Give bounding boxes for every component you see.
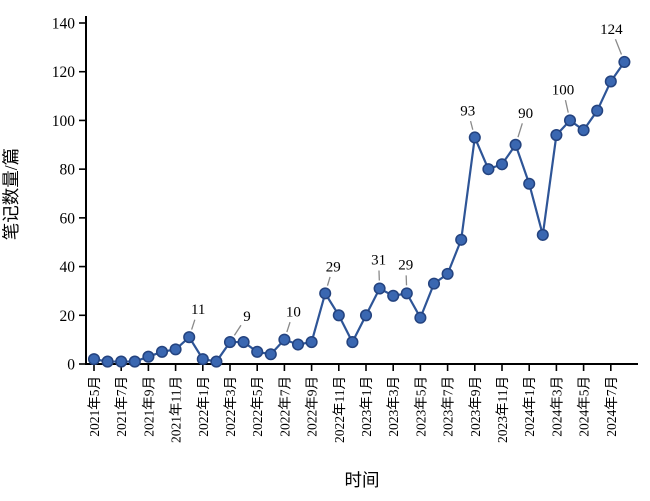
annotation-label: 9 xyxy=(243,309,251,325)
y-tick-label: 120 xyxy=(52,64,76,81)
data-line xyxy=(93,61,626,363)
data-point xyxy=(291,338,305,351)
data-point xyxy=(550,128,563,142)
x-tick-label: 2024年7月 xyxy=(604,376,619,437)
annotation-label: 29 xyxy=(326,259,341,275)
x-tick-label: 2021年11月 xyxy=(169,376,184,443)
x-tick-label: 2023年5月 xyxy=(413,376,428,437)
x-tick-label: 2024年1月 xyxy=(522,376,537,437)
data-point xyxy=(332,309,345,322)
data-point xyxy=(468,131,481,144)
data-point xyxy=(427,277,441,290)
data-point xyxy=(441,267,454,280)
y-tick-label: 40 xyxy=(60,259,76,276)
annotation-leader xyxy=(564,100,569,113)
y-axis-title: 笔记数量/篇 xyxy=(1,148,21,240)
data-point xyxy=(482,163,495,176)
x-tick-label: 2021年7月 xyxy=(114,376,129,437)
data-point xyxy=(237,336,250,349)
y-tick-label: 100 xyxy=(52,113,76,130)
annotation-label: 124 xyxy=(600,22,623,38)
annotation-leader xyxy=(614,38,623,55)
annotation-leader xyxy=(233,324,242,336)
data-point xyxy=(128,355,141,368)
y-tick-label: 20 xyxy=(60,308,76,325)
data-point xyxy=(264,348,277,361)
data-point xyxy=(618,55,631,69)
x-tick-label: 2022年9月 xyxy=(305,376,320,437)
data-point xyxy=(536,228,549,241)
x-tick-label: 2024年5月 xyxy=(577,376,592,437)
annotation-leader xyxy=(191,319,196,330)
x-axis-title: 时间 xyxy=(345,470,380,490)
data-point xyxy=(183,331,196,344)
data-point xyxy=(455,233,468,246)
data-point xyxy=(387,289,400,302)
data-point xyxy=(604,75,617,88)
annotation-label: 100 xyxy=(552,82,575,98)
data-point xyxy=(319,287,332,300)
data-point xyxy=(400,287,413,300)
data-point xyxy=(577,124,590,137)
chart-generated-layer: 0 20 40 60 80 100 120 140 2021年5月 2021年7月 2021年9月 2… xyxy=(52,16,638,443)
annotation-label: 10 xyxy=(286,305,301,321)
x-tick-label: 2021年5月 xyxy=(87,376,102,437)
annotation-label: 90 xyxy=(518,106,533,122)
data-point xyxy=(251,345,264,358)
data-point xyxy=(87,353,101,366)
x-tick-label: 2023年7月 xyxy=(441,376,456,437)
data-point xyxy=(509,138,522,151)
data-point xyxy=(115,355,128,368)
data-point xyxy=(155,345,169,358)
annotation-label: 29 xyxy=(398,257,413,273)
data-point xyxy=(278,333,291,346)
data-point xyxy=(169,343,182,356)
data-point xyxy=(591,104,604,117)
data-point xyxy=(223,336,237,349)
data-point xyxy=(373,282,386,295)
x-tick-label: 2022年5月 xyxy=(250,376,265,437)
data-point xyxy=(359,309,373,322)
x-tick-label: 2023年3月 xyxy=(386,376,401,437)
x-tick-label: 2023年9月 xyxy=(468,376,483,437)
data-point xyxy=(414,311,427,324)
x-tick-label: 2023年1月 xyxy=(359,376,374,437)
data-point xyxy=(142,350,155,363)
y-tick-label: 60 xyxy=(60,210,76,227)
annotation-leader xyxy=(469,120,474,130)
x-tick-label: 2022年3月 xyxy=(223,376,238,437)
y-tick-label: 0 xyxy=(67,357,75,374)
x-tick-label: 2022年11月 xyxy=(332,376,347,443)
annotation-label: 11 xyxy=(191,302,205,318)
annotation-label: 31 xyxy=(371,252,386,268)
data-point xyxy=(495,158,509,171)
x-tick-label: 2021年9月 xyxy=(141,376,156,437)
y-tick-label: 140 xyxy=(52,16,76,33)
annotation-leader xyxy=(517,123,523,138)
x-tick-label: 2023年11月 xyxy=(495,376,510,443)
x-tick-label: 2022年1月 xyxy=(196,376,211,437)
x-tick-label: 2022年7月 xyxy=(277,376,292,437)
annotation-leader xyxy=(326,276,331,286)
data-point xyxy=(346,336,359,349)
data-point xyxy=(563,114,577,127)
data-point xyxy=(305,336,318,349)
annotation-leader xyxy=(286,321,291,333)
data-point xyxy=(523,177,536,190)
data-point xyxy=(196,353,209,366)
annotation-label: 93 xyxy=(460,103,475,119)
data-point xyxy=(101,355,114,368)
data-point xyxy=(210,355,223,368)
x-tick-label: 2024年3月 xyxy=(549,376,564,437)
y-tick-label: 80 xyxy=(60,162,76,179)
